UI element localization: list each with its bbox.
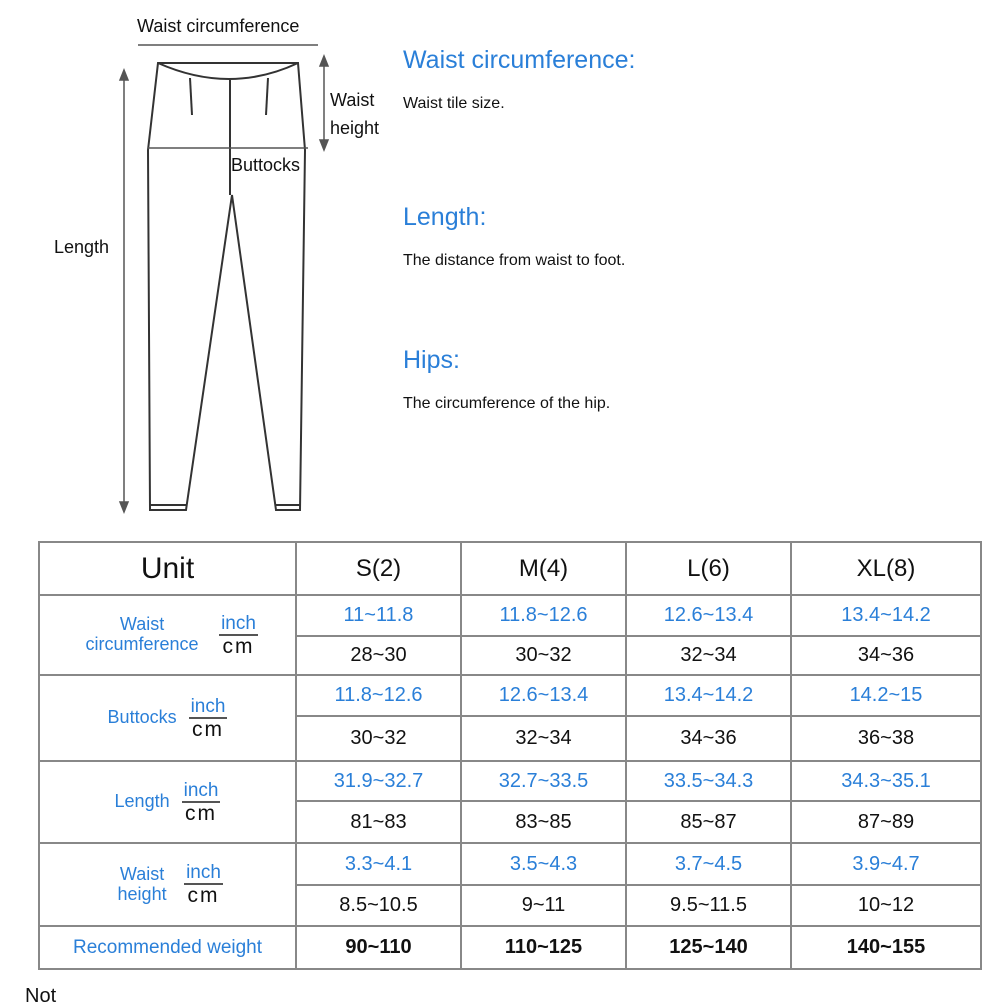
cm-cell: 32~34: [625, 635, 792, 676]
row-label: Buttocks inch cm: [38, 674, 297, 762]
unit-fraction: inch cm: [219, 614, 258, 657]
unit-inch: inch: [219, 612, 258, 636]
table-row: 30~32 32~34 34~36 36~38: [39, 715, 982, 762]
cm-cell: 87~89: [790, 800, 982, 844]
cm-cell: 8.5~10.5: [295, 884, 462, 927]
unit-inch: inch: [188, 695, 228, 719]
pants-outline: [146, 62, 307, 511]
row-label-text: Buttocks: [107, 707, 177, 728]
inch-cell: 11~11.8: [295, 594, 462, 637]
inch-cell: 11.8~12.6: [295, 674, 462, 717]
row-label-text: Waist height: [117, 863, 167, 904]
table-row: Waist height inch cm 3.3~4.1 3.5~4.3 3.7~4.5 3…: [38, 842, 982, 927]
label-length: Length: [54, 237, 110, 257]
row-label-text: Waist circumference: [85, 614, 199, 654]
weight-cell: 110~125: [460, 925, 627, 970]
inch-cell: 12.6~13.4: [625, 594, 792, 637]
row-label: Length inch cm: [38, 760, 297, 844]
weight-row: Recommended weight 90~110 110~125 125~140 14…: [38, 925, 982, 970]
weight-label: Recommended weight: [38, 925, 297, 970]
row-label: Waist height inch cm: [38, 842, 297, 927]
table-row: 81~83 83~85 85~87 87~89: [39, 800, 982, 844]
inch-cell: 32.7~33.5: [460, 760, 627, 802]
row-label: Waist circumference inch cm: [38, 594, 297, 676]
inch-cell: 11.8~12.6: [460, 594, 627, 637]
label-buttocks: Buttocks: [231, 155, 301, 175]
inch-cell: 3.5~4.3: [460, 842, 627, 886]
unit-cm: cm: [185, 801, 218, 825]
inch-cell: 34.3~35.1: [790, 760, 982, 802]
weight-cell: 125~140: [625, 925, 792, 970]
table-row: Buttocks inch cm 11.8~12.6 12.6~13.4 13.4~14.…: [38, 674, 982, 762]
header-l: L(6): [625, 541, 792, 596]
cm-cell: 30~32: [295, 715, 462, 762]
inch-cell: 33.5~34.3: [625, 760, 792, 802]
cm-cell: 9~11: [460, 884, 627, 927]
pants-diagram: [118, 44, 330, 515]
inch-cell: 13.4~14.2: [625, 674, 792, 717]
weight-cell: 140~155: [790, 925, 982, 970]
weight-cell: 90~110: [295, 925, 462, 970]
inch-cell: 14.2~15: [790, 674, 982, 717]
cm-cell: 81~83: [295, 800, 462, 844]
cm-cell: 83~85: [460, 800, 627, 844]
cm-cell: 28~30: [295, 635, 462, 676]
def-title-length: Length:: [403, 203, 487, 231]
inch-cell: 3.3~4.1: [295, 842, 462, 886]
table-row: 8.5~10.5 9~11 9.5~11.5 10~12: [39, 884, 982, 927]
size-table: Unit S(2) M(4) L(6) XL(8) Waist circumfe…: [38, 541, 982, 970]
unit-inch: inch: [181, 779, 221, 803]
table-row: Length inch cm 31.9~32.7 32.7~33.5 33.5~34.3 3…: [38, 760, 982, 844]
cm-cell: 34~36: [625, 715, 792, 762]
cm-cell: 30~32: [460, 635, 627, 676]
cm-cell: 32~34: [460, 715, 627, 762]
unit-fraction: inch cm: [188, 695, 228, 741]
def-title-waist: Waist circumference:: [403, 46, 636, 74]
cm-cell: 36~38: [790, 715, 982, 762]
unit-inch: inch: [184, 862, 223, 885]
cm-cell: 85~87: [625, 800, 792, 844]
note-label: Not: [25, 985, 57, 1007]
inch-cell: 3.9~4.7: [790, 842, 982, 886]
label-waist-circumference: Waist circumference: [137, 16, 300, 36]
inch-cell: 3.7~4.5: [625, 842, 792, 886]
table-row: 28~30 30~32 32~34 34~36: [39, 635, 982, 676]
header-row: Unit S(2) M(4) L(6) XL(8): [38, 541, 982, 596]
cm-cell: 34~36: [790, 635, 982, 676]
def-text-waist: Waist tile size.: [403, 95, 505, 112]
table-row: Waist circumference inch cm 11~11.8 11.8~12.…: [38, 594, 982, 676]
header-unit: Unit: [38, 541, 297, 596]
header-xl: XL(8): [790, 541, 982, 596]
label-waist-height: Waist height: [330, 90, 380, 138]
cm-cell: 9.5~11.5: [625, 884, 792, 927]
def-title-hips: Hips:: [403, 346, 460, 374]
inch-cell: 31.9~32.7: [295, 760, 462, 802]
cm-cell: 10~12: [790, 884, 982, 927]
unit-fraction: inch cm: [181, 779, 221, 825]
def-text-hips: The circumference of the hip.: [403, 395, 611, 412]
def-text-length: The distance from waist to foot.: [403, 252, 626, 269]
unit-cm: cm: [222, 634, 255, 658]
row-label-text: Length: [114, 791, 170, 812]
unit-cm: cm: [192, 717, 224, 741]
header-s: S(2): [295, 541, 462, 596]
inch-cell: 12.6~13.4: [460, 674, 627, 717]
inch-cell: 13.4~14.2: [790, 594, 982, 637]
header-m: M(4): [460, 541, 627, 596]
unit-cm: cm: [187, 884, 220, 907]
unit-fraction: inch cm: [184, 863, 223, 906]
